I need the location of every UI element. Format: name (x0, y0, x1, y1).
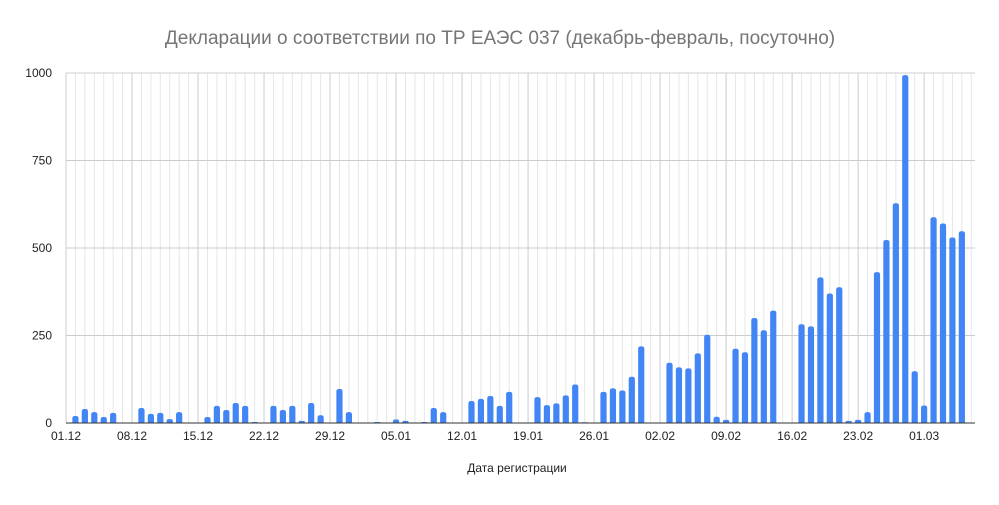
bar-20.12 (242, 405, 249, 423)
x-tick-label: 12.01 (447, 429, 477, 443)
x-tick-label: 23.02 (843, 429, 873, 443)
x-tick-label: 22.12 (249, 429, 279, 443)
bar-16.01 (496, 405, 503, 423)
bar-10.02 (732, 348, 739, 423)
bar-18.02 (807, 326, 815, 423)
bar-12.12 (166, 419, 173, 423)
x-tick-label: 16.02 (777, 429, 807, 443)
bar-26.12 (298, 420, 305, 423)
bar-21.01 (543, 405, 551, 423)
bar-08.02 (713, 416, 720, 423)
bars (72, 75, 965, 423)
bar-06.02 (694, 353, 701, 423)
y-axis-ticks: 0 250 500 750 1000 (25, 66, 52, 430)
y-tick-label: 1000 (25, 66, 52, 80)
x-tick-label: 01.03 (909, 429, 939, 443)
bar-24.12 (279, 410, 286, 423)
x-tick-label: 02.02 (645, 429, 675, 443)
x-tick-label: 09.02 (711, 429, 741, 443)
bar-24.02 (864, 412, 871, 423)
chart-title: Декларации о соответствии по ТР ЕАЭС 037… (165, 28, 835, 49)
bar-30.12 (336, 389, 343, 423)
bar-23.01 (562, 395, 569, 423)
bar-10.12 (147, 413, 154, 423)
bar-27.01 (600, 391, 607, 423)
bar-27.02 (892, 203, 899, 423)
bar-23.02 (855, 419, 862, 423)
bar-29.02 (911, 371, 918, 423)
bar-02.12 (72, 416, 79, 423)
bar-24.01 (572, 384, 579, 423)
bar-05.12 (100, 417, 107, 423)
bar-03.12 (81, 409, 88, 423)
bar-19.12 (232, 403, 239, 423)
bar-19.02 (817, 277, 824, 423)
grid (65, 72, 975, 424)
bar-02.03 (930, 217, 937, 423)
bar-29.01 (619, 390, 626, 423)
bar-15.01 (487, 396, 494, 423)
bar-11.02 (741, 352, 749, 423)
bar-20.02 (826, 293, 833, 423)
bar-28.02 (902, 75, 909, 423)
bar-03.03 (939, 223, 947, 423)
bar-28.01 (609, 388, 617, 423)
bar-22.01 (553, 403, 560, 423)
bar-28.12 (317, 415, 324, 423)
bar-11.12 (157, 412, 164, 423)
bar-06.12 (110, 412, 117, 423)
bar-14.01 (477, 398, 485, 423)
bar-13.01 (468, 400, 475, 423)
bar-06.01 (402, 420, 409, 423)
y-tick-label: 750 (32, 154, 52, 168)
bar-09.02 (723, 419, 730, 423)
bar-10.01 (440, 412, 447, 423)
bar-27.12 (308, 403, 315, 423)
bar-25.02 (873, 272, 881, 423)
bar-23.12 (270, 405, 277, 423)
bar-04.02 (675, 367, 683, 423)
y-tick-label: 500 (32, 241, 52, 255)
x-tick-label: 26.01 (579, 429, 609, 443)
bar-09.01 (430, 407, 437, 423)
x-tick-label: 01.12 (51, 429, 81, 443)
bar-17.02 (798, 324, 805, 423)
x-tick-label: 29.12 (315, 429, 345, 443)
bar-25.12 (289, 405, 296, 423)
bar-12.02 (751, 318, 758, 423)
bar-31.12 (345, 412, 352, 423)
bar-17.01 (506, 391, 513, 423)
bar-16.12 (204, 417, 211, 423)
bar-13.02 (760, 330, 767, 423)
x-axis-ticks: 01.12 08.12 15.12 22.12 29.12 05.01 12.01 19.01… (51, 429, 939, 443)
bar-05.02 (685, 368, 692, 423)
bar-20.01 (534, 397, 541, 423)
x-tick-label: 05.01 (381, 429, 411, 443)
bar-26.02 (883, 239, 890, 423)
x-tick-label: 08.12 (117, 429, 147, 443)
bar-30.01 (628, 376, 635, 423)
bar-03.02 (666, 362, 673, 423)
bar-18.12 (223, 410, 230, 423)
bar-05.03 (958, 231, 965, 423)
bar-21.02 (836, 287, 843, 423)
bar-04.12 (91, 412, 98, 423)
x-tick-label: 15.12 (183, 429, 213, 443)
bar-01.03 (921, 405, 928, 423)
bar-31.01 (638, 346, 645, 423)
y-tick-label: 250 (32, 329, 52, 343)
bar-09.12 (138, 407, 145, 423)
x-axis-label: Дата регистрации (467, 461, 566, 475)
bar-14.02 (770, 310, 777, 423)
bar-17.12 (213, 405, 220, 423)
x-tick-label: 19.01 (513, 429, 543, 443)
bar-13.12 (176, 412, 183, 423)
bar-22.02 (845, 420, 852, 423)
bar-04.03 (949, 237, 956, 423)
bar-07.02 (704, 334, 711, 423)
y-tick-label: 0 (45, 416, 52, 430)
bar-05.01 (392, 419, 400, 423)
